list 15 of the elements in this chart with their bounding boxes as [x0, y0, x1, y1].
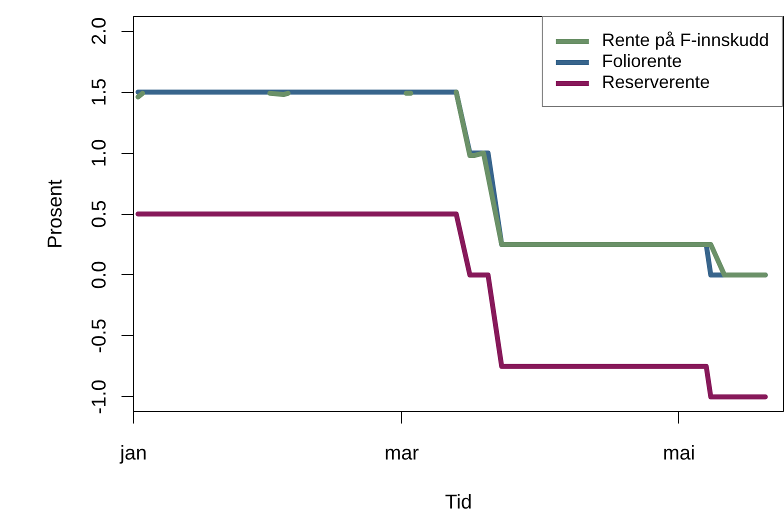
- y-tick-label: 0.0: [88, 261, 110, 289]
- y-tick-label: 0.5: [88, 200, 110, 228]
- y-tick-label: 2.0: [88, 17, 110, 46]
- x-axis-title: Tid: [444, 492, 472, 514]
- legend-label: Rente på F-innskudd: [602, 30, 769, 51]
- y-tick-label: -0.5: [88, 318, 110, 354]
- y-tick-label: 1.5: [88, 78, 110, 106]
- y-tick-label: 1.0: [88, 139, 110, 167]
- y-axis-title: Prosent: [44, 179, 66, 248]
- x-tick-label: jan: [119, 442, 147, 464]
- x-tick-label: mar: [384, 442, 420, 464]
- x-tick-label: mai: [662, 442, 696, 464]
- legend-label: Reserverente: [602, 72, 710, 93]
- legend-label: Foliorente: [602, 51, 682, 72]
- y-tick-label: -1.0: [88, 380, 110, 414]
